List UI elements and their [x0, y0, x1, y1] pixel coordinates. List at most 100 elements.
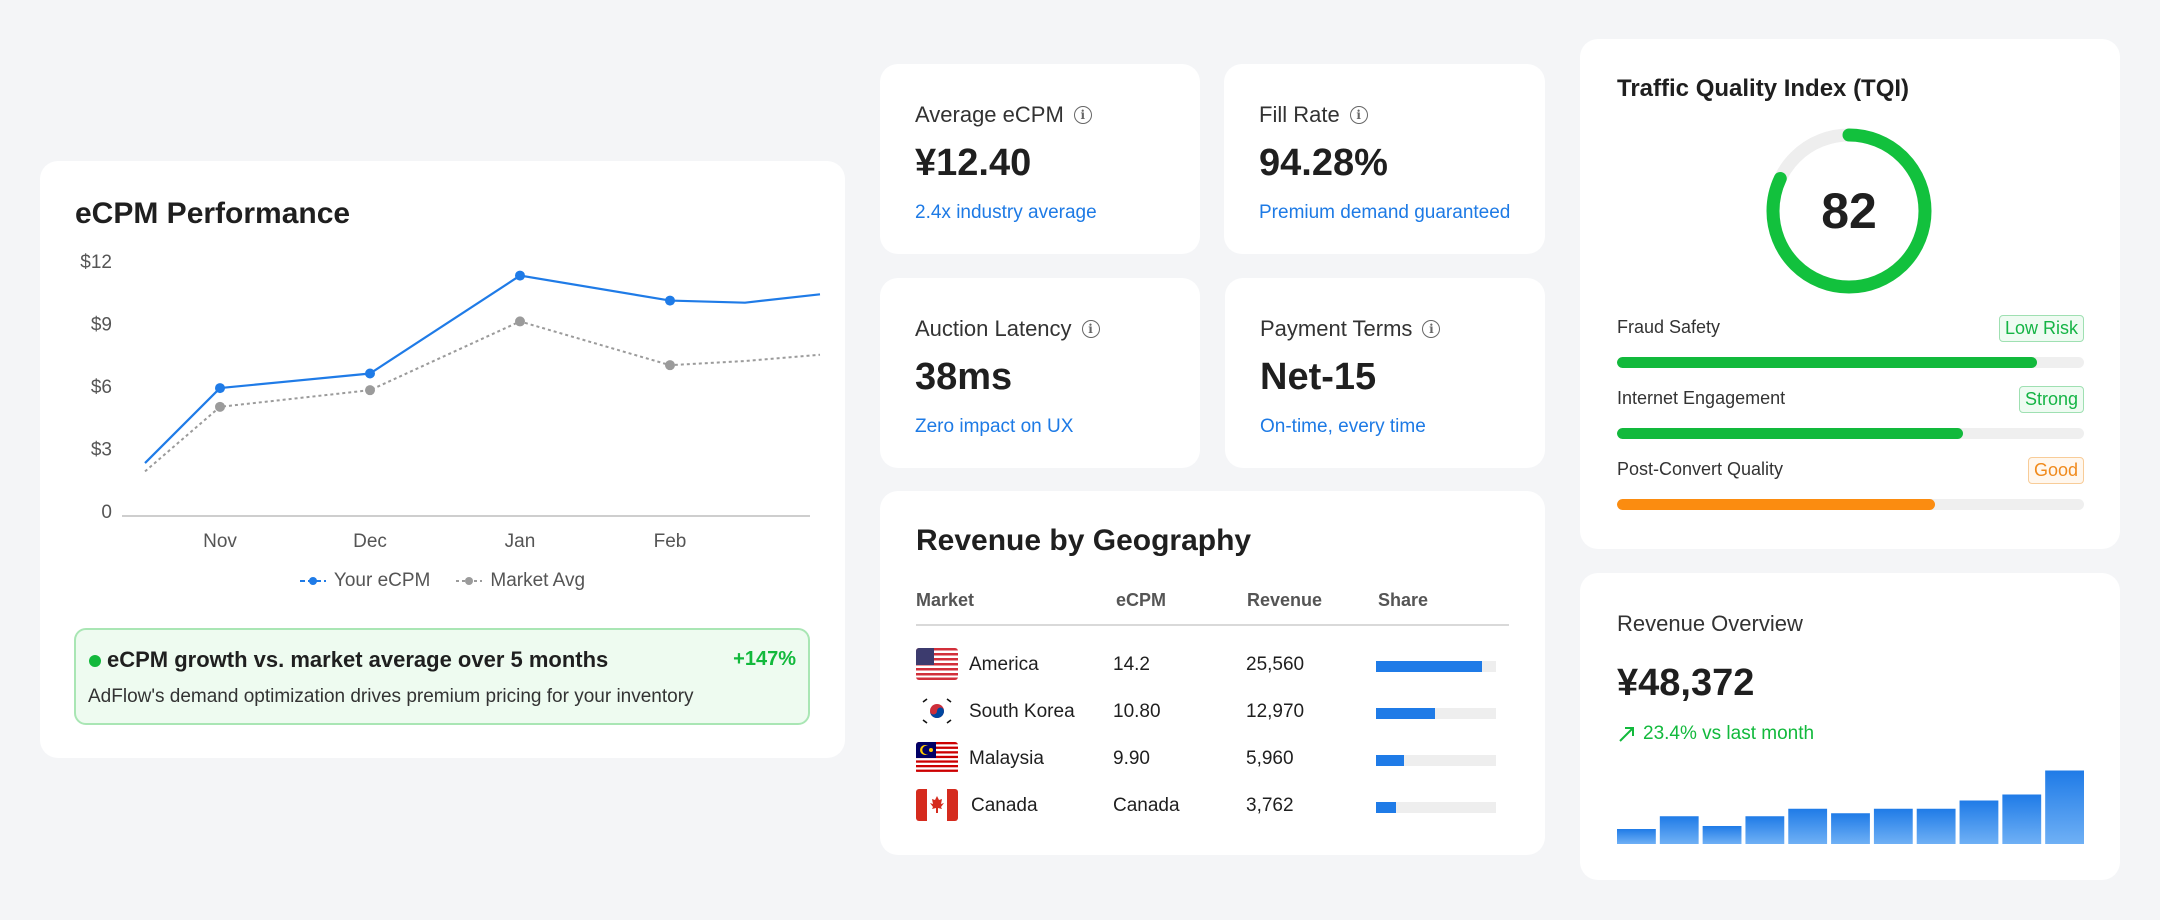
ring-progress [1766, 128, 1932, 294]
share-bar-fill [1376, 802, 1397, 813]
revenue-bar [1617, 829, 1656, 844]
metric-label: Fill Rate i [1259, 102, 1368, 128]
table-row[interactable]: America 14.2 25,560 [916, 648, 1516, 682]
info-icon[interactable]: i [1073, 106, 1092, 124]
metric-value: Net-15 [1260, 356, 1377, 398]
status-dot-icon [89, 655, 101, 667]
x-tick-label: Jan [505, 531, 536, 552]
data-point [215, 383, 225, 394]
legend-label: Market Avg [490, 570, 586, 591]
metric-subtext: Premium demand guaranteed [1259, 202, 1511, 223]
x-tick-label: Nov [203, 531, 237, 552]
metric-label-text: Payment Terms [1260, 316, 1413, 341]
y-tick-label: $12 [80, 252, 112, 273]
tqi-metric-label: Fraud Safety [1617, 317, 1721, 337]
share-bar [1376, 802, 1496, 813]
revenue-bar [1788, 808, 1828, 844]
y-tick-label: $3 [91, 440, 112, 461]
revenue-total: ¥48,372 [1617, 662, 1755, 704]
share-bar-fill [1376, 708, 1435, 719]
growth-percentage: +147% [733, 648, 796, 670]
tqi-progress-bar [1617, 357, 2084, 368]
market-name: America [969, 654, 1039, 675]
market-name: Malaysia [969, 748, 1044, 769]
metric-value: 38ms [915, 356, 1013, 398]
revenue-bar [1702, 826, 1742, 844]
metric-label: Auction Latency i [915, 316, 1100, 342]
revenue-value: 3,762 [1246, 795, 1294, 816]
growth-callout: eCPM growth vs. market average over 5 mo… [74, 628, 810, 725]
share-bar [1376, 755, 1496, 766]
tqi-progress-bar [1617, 499, 2084, 510]
metric-card-fill-rate: Fill Rate i 94.28% Premium demand guarant… [1224, 64, 1545, 254]
tqi-progress-fill [1617, 428, 1963, 439]
info-icon[interactable]: i [1422, 320, 1441, 338]
tqi-title: Traffic Quality Index (TQI) [1617, 75, 1910, 102]
trend-up-arrow-icon [1619, 727, 1634, 742]
growth-description: AdFlow's demand optimization drives prem… [88, 686, 694, 707]
data-point [515, 316, 525, 327]
y-tick-label: 0 [101, 502, 112, 523]
share-bar-fill [1376, 755, 1404, 766]
market-name: South Korea [969, 701, 1075, 722]
metric-card-payment-terms: Payment Terms i Net-15 On-time, every tim… [1225, 278, 1545, 468]
tqi-score-ring [1766, 128, 1932, 294]
metric-label-text: Auction Latency [915, 316, 1072, 341]
series-line-market-avg [144, 320, 821, 473]
legend-market-avg[interactable]: Market Avg [456, 570, 585, 592]
y-tick-label: $9 [91, 315, 112, 336]
kr-flag-icon [916, 695, 958, 727]
col-header-ecpm[interactable]: eCPM [1116, 590, 1167, 610]
series-line-your-ecpm [144, 274, 821, 464]
data-point [665, 295, 675, 306]
revenue-value: 12,970 [1246, 701, 1305, 722]
x-tick-label: Dec [353, 531, 387, 552]
col-header-revenue[interactable]: Revenue [1247, 590, 1323, 610]
info-icon[interactable]: i [1349, 106, 1368, 124]
y-tick-label: $6 [91, 377, 112, 398]
info-icon[interactable]: i [1081, 320, 1100, 338]
legend-label: Your eCPM [333, 570, 431, 591]
legend-your-ecpm[interactable]: Your eCPM [299, 570, 431, 592]
tqi-progress-fill [1617, 499, 1935, 510]
geo-title: Revenue by Geography [916, 524, 1252, 557]
metric-value: 94.28% [1259, 142, 1388, 184]
col-header-market[interactable]: Market [916, 590, 975, 610]
table-row[interactable]: Canada Canada 3,762 [916, 789, 1516, 823]
header-divider [916, 624, 1509, 626]
table-row[interactable]: Malaysia 9.90 5,960 [916, 742, 1516, 776]
legend-dotted-line-icon [456, 577, 483, 585]
metric-subtext: On-time, every time [1260, 416, 1426, 437]
ecpm-performance-card: eCPM Performance 0 $3 $6 $9 $12 Nov Dec Jan Feb … [40, 161, 845, 758]
ecpm-value: 9.90 [1113, 748, 1150, 769]
revenue-bar [1831, 813, 1870, 844]
ecpm-line-chart: 0 $3 $6 $9 $12 Nov Dec Jan Feb [80, 252, 821, 552]
share-bar-fill [1376, 661, 1482, 672]
market-name: Canada [971, 795, 1038, 816]
status-badge: Low Risk [1998, 315, 2084, 342]
data-point [515, 270, 525, 281]
revenue-overview-card: Revenue Overview ¥48,372 23.4% vs last m… [1580, 573, 2120, 880]
revenue-by-geography-card: Revenue by Geography Market eCPM Revenue… [880, 491, 1545, 855]
metric-card-auction-latency: Auction Latency i 38ms Zero impact on UX [880, 278, 1200, 468]
metric-label-text: Average eCPM [915, 102, 1064, 127]
revenue-bar [1959, 800, 1999, 844]
revenue-bar [1659, 816, 1699, 844]
data-point [215, 401, 225, 412]
metric-label: Average eCPM i [915, 102, 1092, 128]
metric-subtext: 2.4x industry average [915, 202, 1097, 223]
revenue-value: 25,560 [1246, 654, 1305, 675]
ecpm-value: 10.80 [1113, 701, 1161, 722]
revenue-value: 5,960 [1246, 748, 1294, 769]
us-flag-icon [916, 648, 958, 680]
tqi-progress-fill [1617, 357, 2038, 368]
tqi-score: 82 [1821, 183, 1877, 239]
chart-legend: Your eCPM Market Avg [40, 570, 845, 592]
data-point [365, 368, 375, 379]
tqi-progress-bar [1617, 428, 2084, 439]
col-header-share[interactable]: Share [1378, 590, 1429, 610]
table-row[interactable]: South Korea 10.80 12,970 [916, 695, 1516, 729]
revenue-change-text: 23.4% vs last month [1643, 723, 1815, 744]
metric-card-average-ecpm: Average eCPM i ¥12.40 2.4x industry avera… [880, 64, 1200, 254]
metric-subtext: Zero impact on UX [915, 416, 1074, 437]
